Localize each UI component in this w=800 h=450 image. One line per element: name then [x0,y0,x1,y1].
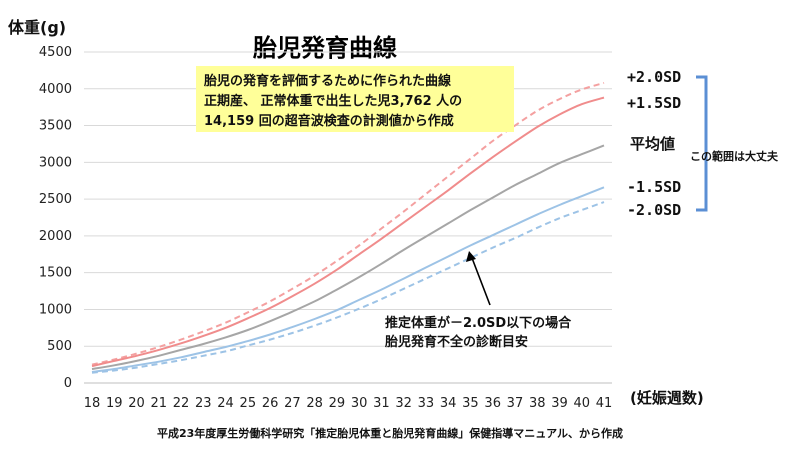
y-tick-label: 1000 [39,302,72,317]
y-tick-label: 2000 [39,229,72,244]
x-tick-label: 26 [262,396,279,411]
x-tick-label: 36 [484,396,501,411]
x-tick-labels: 18 19 20 21 22 23 24 25 26 27 28 29 30 31 32 33 34 35 36 37… [84,396,613,411]
x-tick-label: 25 [240,396,257,411]
x-axis-label: (妊娠週数) [630,389,704,407]
x-tick-label: 33 [418,396,435,411]
x-tick-label: 39 [551,396,568,411]
x-tick-label: 40 [573,396,590,411]
series-label-mean: 平均値 [630,135,675,153]
range-label: この範囲は大丈夫 [690,149,779,163]
range-bracket [696,75,708,212]
series-label-plus1-5sd: +1.5SD [627,94,681,112]
series-line-plus1-5sd [91,96,605,368]
info-box: 胎児の発育を評価するために作られた曲線 正期産、 正常体重で出生した児3,762… [196,66,514,132]
x-tick-label: 31 [373,396,390,411]
x-tick-label: 22 [173,396,190,411]
y-tick-label: 0 [64,376,72,391]
annotation-arrow [471,257,491,306]
x-tick-label: 23 [195,396,212,411]
y-tick-label: 3500 [39,119,72,134]
series-label-plus2sd: +2.0SD [627,68,681,86]
source-note: 平成23年度厚生労働科学研究「推定胎児体重と胎児発育曲線」保健指導マニュアル、か… [157,426,623,440]
x-tick-label: 32 [395,396,412,411]
annotation-line-2: 胎児発育不全の診断目安 [385,334,528,350]
x-tick-label: 19 [106,396,123,411]
info-line-2: 正期産、 正常体重で出生した児3,762 人の [204,93,462,109]
y-tick-label: 1500 [39,266,72,281]
y-tick-label: 2500 [39,192,72,207]
info-box-background [196,66,514,132]
x-tick-label: 29 [329,396,346,411]
series-line-minus2sd [91,201,605,374]
x-tick-label: 28 [306,396,323,411]
y-tick-label: 4500 [39,45,72,60]
y-tick-labels: 0 500 1000 1500 2000 2500 3000 3500 4000 4500 [39,45,72,391]
annotation-line-1: 推定体重が－2.0SD以下の場合 [385,315,572,331]
x-tick-label: 20 [128,396,145,411]
x-tick-label: 38 [529,396,546,411]
x-tick-label: 21 [151,396,168,411]
annotation-arrowhead [466,251,476,262]
x-tick-label: 34 [440,396,457,411]
x-tick-label: 37 [507,396,524,411]
series-label-minus2sd: -2.0SD [627,201,681,219]
x-tick-label: 24 [217,396,234,411]
x-tick-label: 27 [284,396,301,411]
y-tick-label: 500 [47,339,72,354]
series-label-minus1-5sd: -1.5SD [627,178,681,196]
y-tick-label: 4000 [39,82,72,97]
x-tick-label: 35 [462,396,479,411]
series-line-mean [91,144,605,370]
series-line-minus1-5sd [91,186,605,373]
x-tick-label: 41 [596,396,613,411]
x-tick-label: 30 [351,396,368,411]
series-line-plus2sd [91,81,605,366]
y-tick-label: 3000 [39,155,72,170]
info-line-3: 14,159 回の超音波検査の計測値から作成 [204,113,454,129]
chart-title: 胎児発育曲線 [253,34,397,62]
x-tick-label: 18 [84,396,101,411]
y-axis-label: 体重(g) [8,18,66,37]
info-line-1: 胎児の発育を評価するために作られた曲線 [204,73,452,89]
series-lines [91,81,605,374]
